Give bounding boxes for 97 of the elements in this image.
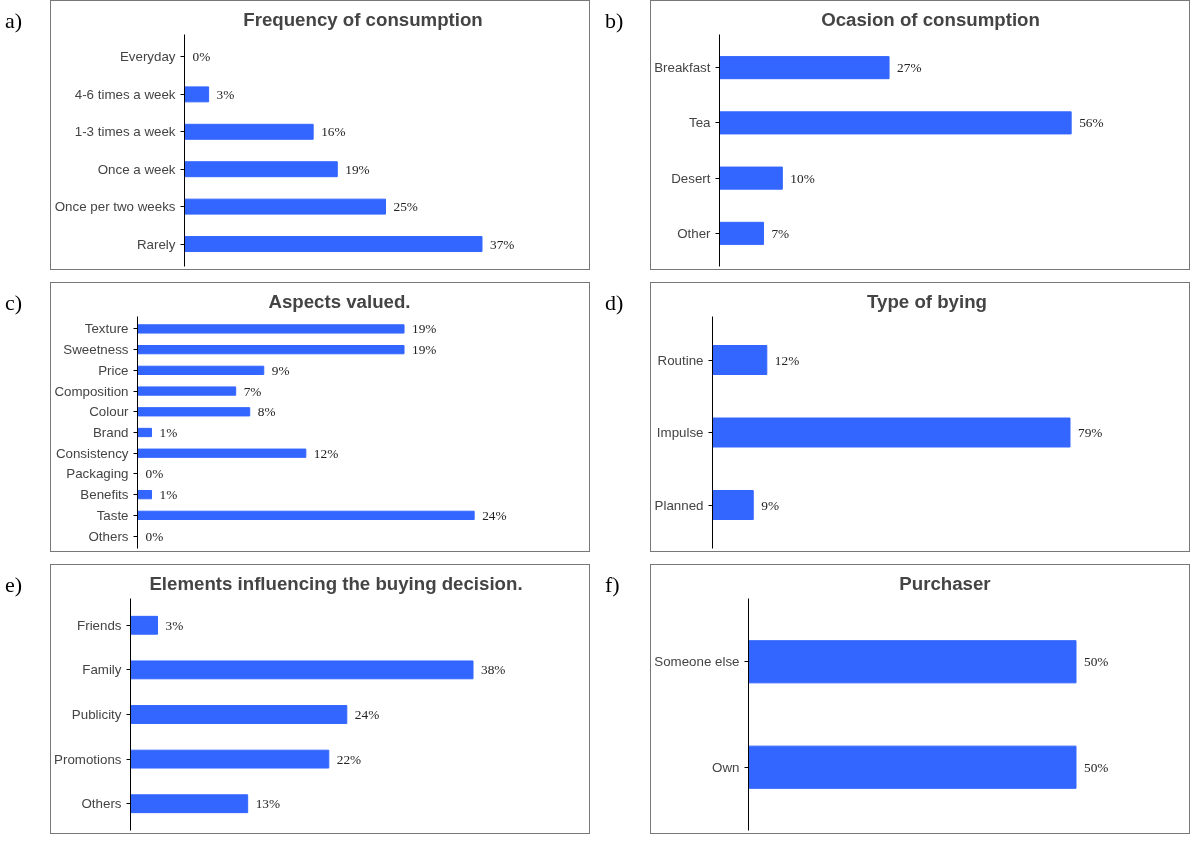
y-tick-label: Composition [54,383,129,399]
data-label: 19% [345,161,370,177]
bar [137,448,307,458]
y-tick-label: Price [98,362,129,378]
y-tick-label: Brand [92,425,129,440]
y-tick-label: Impulse [656,425,704,440]
bar [184,161,338,178]
data-label: 24% [354,707,380,722]
y-tick-label: 4-6 times a week [74,86,176,102]
bar [130,794,249,814]
y-tick-label: Planned [654,497,704,513]
bar [137,427,153,438]
y-tick-label: Others [88,528,129,544]
data-label: 27% [897,60,922,76]
bar [137,510,475,520]
data-label: 8% [257,404,276,420]
y-tick-label: Family [82,662,122,678]
data-label: 1% [159,425,178,440]
data-label: 19% [412,321,437,337]
bar [130,660,474,680]
data-label: 0% [145,528,164,544]
data-label: 13% [255,796,281,812]
y-tick-label: Breakfast [654,60,711,76]
bar [130,749,330,769]
bar [184,198,387,215]
y-tick-label: Publicity [71,707,122,722]
data-label: 3% [216,86,235,102]
y-tick-label: Benefits [80,487,129,503]
chart-title: Elements influencing the buying decision. [149,572,523,594]
y-tick-label: 1-3 times a week [74,124,176,140]
data-label: 9% [271,362,290,378]
text: d) [605,289,624,317]
chart-title: Purchaser [899,572,991,594]
data-label: 3% [165,617,184,633]
y-tick-label: Once per two weeks [54,199,176,215]
data-label: 25% [393,199,418,215]
y-tick-label: Everyday [119,49,176,65]
y-tick-label: Someone else [654,654,740,670]
bar [137,324,405,334]
bar [184,86,210,103]
data-label: 24% [482,507,507,523]
text: e) [5,571,23,599]
y-tick-label: Texture [84,321,129,337]
bar [137,386,237,396]
y-tick-label: Others [81,796,122,812]
data-label: 9% [761,497,780,513]
y-tick-label: Other [677,225,712,241]
y-tick-label: Own [712,759,740,775]
bar [130,705,348,724]
y-tick-label: Friends [77,617,122,633]
y-tick-label: Packaging [66,466,129,482]
bar [137,490,153,500]
y-tick-label: Sweetness [63,342,129,358]
text: c) [5,289,23,317]
data-label: 7% [243,383,262,399]
y-tick-label: Tea [689,115,712,131]
bar [719,56,890,80]
data-label: 37% [490,236,515,252]
data-label: 16% [321,124,346,140]
data-label: 12% [774,352,800,368]
chart-title: Type of bying [867,290,987,312]
bar [130,615,159,635]
data-label: 0% [192,49,211,65]
data-label: 1% [159,487,178,503]
chart-title: Ocasion of consumption [821,8,1040,30]
data-label: 12% [313,445,339,461]
y-tick-label: Consistency [55,445,129,461]
data-label: 50% [1084,759,1109,775]
y-tick-label: Colour [89,404,130,420]
data-label: 22% [336,751,362,767]
bar [719,166,783,190]
y-tick-label: Desert [671,170,711,186]
data-label: 79% [1078,425,1103,440]
y-tick-label: Promotions [54,751,122,767]
data-label: 7% [771,225,790,241]
text: f) [605,571,620,599]
bar [184,123,314,140]
y-tick-label: Once a week [97,161,176,177]
y-tick-label: Rarely [136,236,176,252]
bar [137,365,265,375]
data-label: 56% [1079,115,1104,131]
data-label: 50% [1084,654,1109,670]
bar [719,111,1072,135]
y-tick-label: Taste [96,507,129,523]
data-label: 38% [481,662,506,678]
bar [719,221,764,245]
bar [137,407,251,417]
text: a) [5,7,23,35]
data-label: 19% [412,342,437,358]
data-label: 0% [145,466,164,482]
chart-title: Frequency of consumption [243,8,483,30]
data-label: 10% [790,170,815,186]
bar [137,345,405,355]
text: b) [605,7,624,35]
y-tick-label: Routine [657,352,704,368]
bar [184,236,483,253]
chart-title: Aspects valued. [268,290,411,312]
